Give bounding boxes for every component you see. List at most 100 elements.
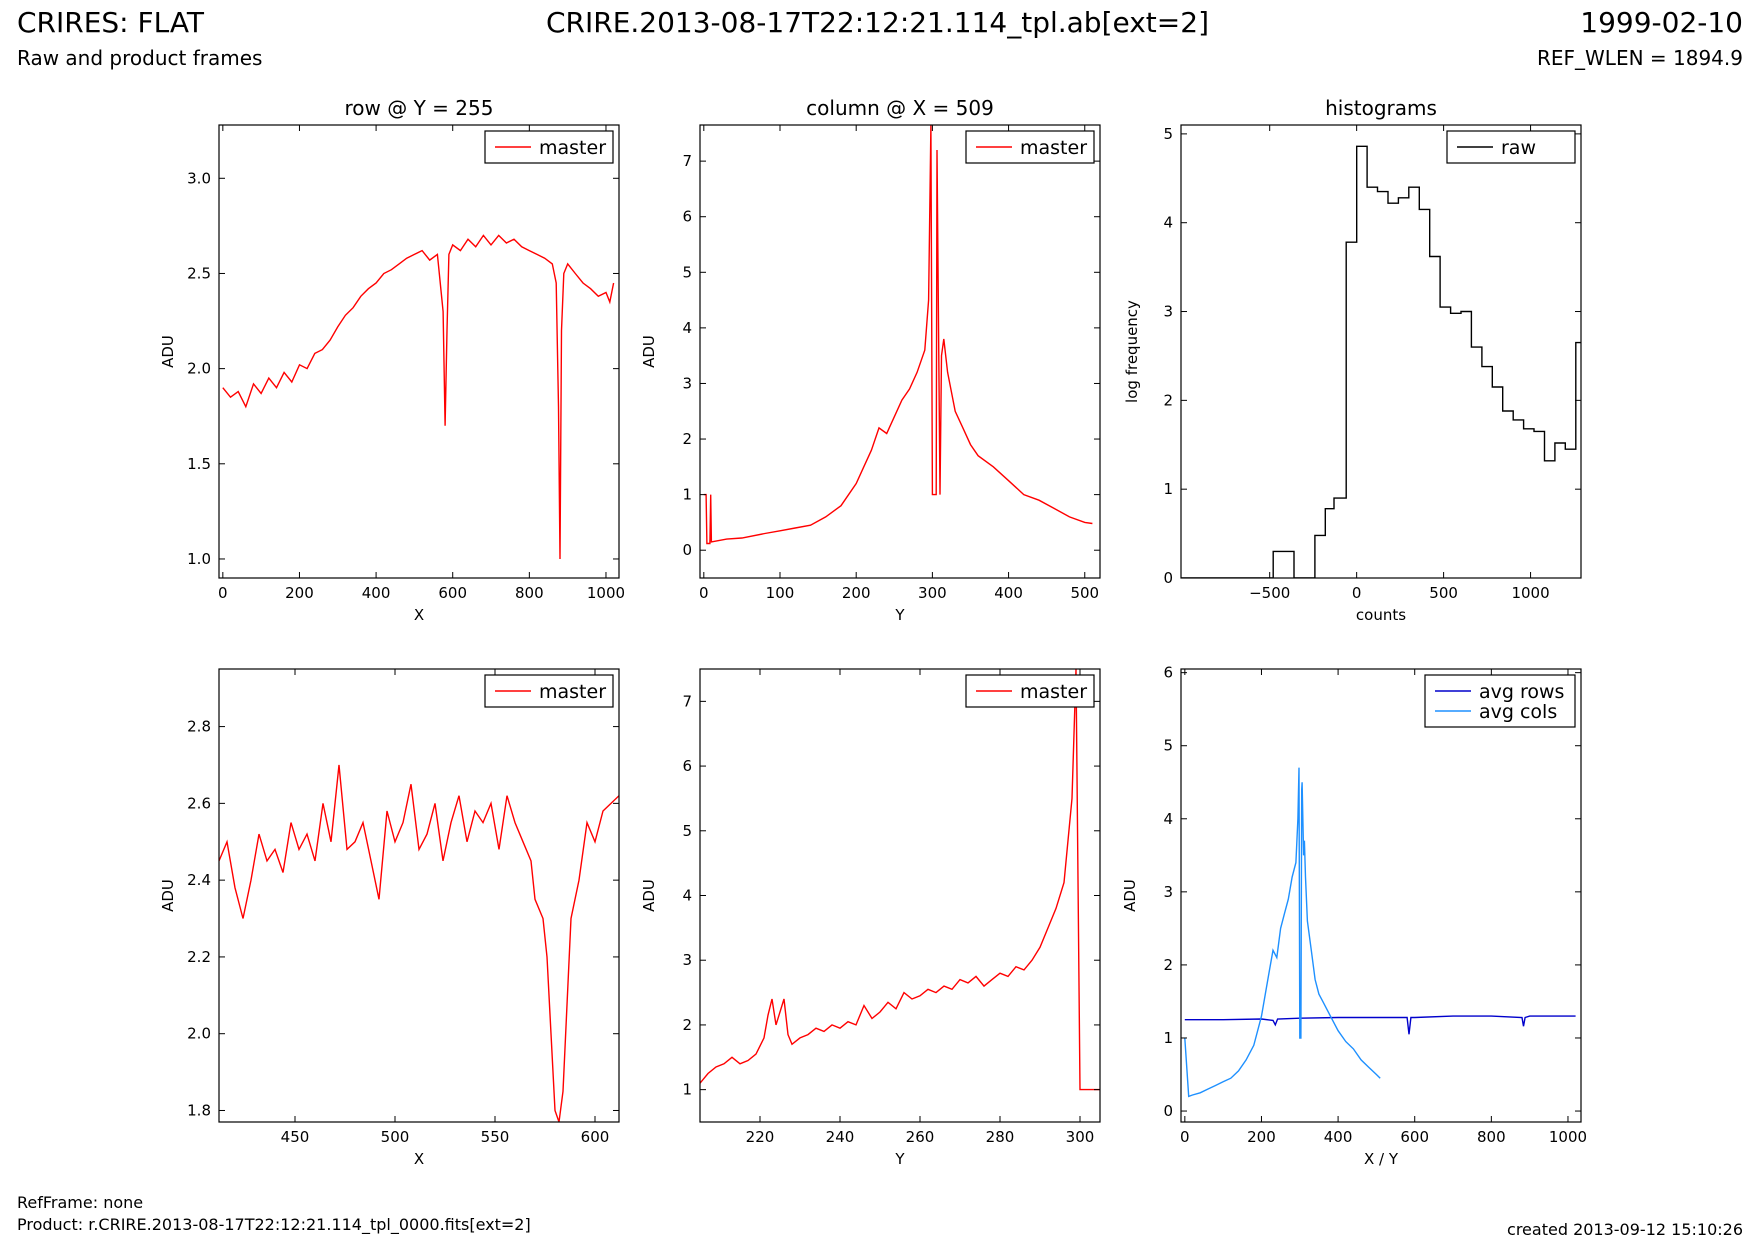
series-line-master — [703, 125, 1093, 545]
series-line-master — [700, 669, 1100, 1091]
y-tick-label: 2 — [1163, 956, 1173, 974]
y-tick-label: 2.6 — [187, 794, 211, 812]
x-axis-label: counts — [1356, 606, 1406, 624]
y-tick-label: 1 — [682, 486, 692, 504]
y-tick-label: 1 — [682, 1081, 692, 1099]
chart-title: histograms — [1325, 96, 1437, 120]
x-tick-label: 500 — [1429, 584, 1458, 602]
y-tick-label: 4 — [682, 319, 692, 337]
x-tick-label: −500 — [1249, 584, 1290, 602]
x-axis-label: X — [414, 606, 424, 624]
chart-panel-column: 0 100 200 300 400 500 0 1 2 3 4 5 6 7 column @ X = 509… — [640, 96, 1101, 624]
series-line-master — [222, 234, 615, 560]
page-title: CRIRES: FLAT — [17, 6, 204, 39]
series-line-avg-rows — [1184, 1015, 1576, 1035]
x-tick-label: 220 — [746, 1128, 775, 1146]
x-tick-label: 100 — [766, 584, 795, 602]
x-tick-label: 600 — [1400, 1128, 1429, 1146]
y-tick-label: 0 — [1163, 569, 1173, 587]
legend: master — [965, 130, 1095, 164]
y-tick-label: 4 — [1163, 810, 1173, 828]
legend-label: master — [1020, 137, 1087, 159]
x-tick-label: 200 — [1247, 1128, 1276, 1146]
plot-frame — [1180, 124, 1582, 579]
y-tick-label: 4 — [1163, 214, 1173, 232]
x-tick-label: 280 — [986, 1128, 1015, 1146]
x-tick-label: 240 — [826, 1128, 855, 1146]
x-tick-label: 0 — [1180, 1128, 1190, 1146]
y-axis-label: ADU — [159, 879, 177, 912]
x-tick-label: 200 — [285, 584, 314, 602]
chart-panel-row: 0 200 400 600 800 1000 1.0 1.5 2.0 2.5 3.0 row @ Y … — [159, 96, 625, 624]
x-tick-label: 200 — [842, 584, 871, 602]
y-tick-label: 2.0 — [187, 1025, 211, 1043]
x-tick-label: 300 — [1066, 1128, 1095, 1146]
y-tick-label: 2 — [682, 1016, 692, 1034]
y-tick-label: 1.8 — [187, 1101, 211, 1119]
x-tick-label: 260 — [906, 1128, 935, 1146]
y-tick-label: 4 — [682, 887, 692, 905]
series-line-avg-cols — [1184, 767, 1381, 1098]
y-tick-label: 2.8 — [187, 718, 211, 736]
y-tick-label: 2.2 — [187, 948, 211, 966]
x-tick-label: 400 — [362, 584, 391, 602]
y-tick-label: 1 — [1163, 480, 1173, 498]
y-tick-label: 1.5 — [187, 455, 211, 473]
plot-frame — [699, 124, 1101, 579]
chart-title: column @ X = 509 — [806, 96, 994, 120]
ref-frame-label: RefFrame: none — [17, 1193, 144, 1212]
y-tick-label: 5 — [1163, 125, 1173, 143]
y-tick-label: 2 — [1163, 391, 1173, 409]
y-tick-label: 0 — [682, 541, 692, 559]
y-tick-label: 1 — [1163, 1029, 1173, 1047]
x-tick-label: 1000 — [587, 584, 625, 602]
y-tick-label: 2.0 — [187, 360, 211, 378]
x-tick-label: 800 — [515, 584, 544, 602]
x-tick-label: 0 — [218, 584, 228, 602]
chart-panel-column-zoom: 220 240 260 280 300 1 2 3 4 5 6 7 Y ADU master — [640, 668, 1101, 1168]
product-label: Product: r.CRIRE.2013-08-17T22:12:21.114… — [17, 1215, 531, 1234]
y-tick-label: 5 — [682, 822, 692, 840]
y-tick-label: 5 — [1163, 737, 1173, 755]
y-tick-label: 3 — [682, 374, 692, 392]
plot-frame — [699, 668, 1101, 1123]
legend: master — [484, 130, 614, 164]
chart-panel-averages: 0 200 400 600 800 1000 0 1 2 3 4 5 6 X / Y ADU avg rows… — [1121, 664, 1587, 1168]
y-tick-label: 6 — [682, 208, 692, 226]
series-line-master — [219, 764, 619, 1122]
y-axis-label: ADU — [159, 335, 177, 368]
x-tick-label: 1000 — [1511, 584, 1549, 602]
legend: master — [484, 674, 614, 708]
ref-wlen-label: REF_WLEN = 1894.9 — [1536, 46, 1743, 70]
y-axis-label: ADU — [640, 335, 658, 368]
legend: master — [965, 674, 1095, 708]
x-axis-label: X / Y — [1364, 1150, 1399, 1168]
y-tick-label: 2 — [682, 430, 692, 448]
x-tick-label: 300 — [918, 584, 947, 602]
legend-label: avg rows — [1479, 681, 1564, 703]
x-tick-label: 500 — [1070, 584, 1099, 602]
y-tick-label: 7 — [682, 152, 692, 170]
y-tick-label: 3 — [1163, 303, 1173, 321]
x-tick-label: 500 — [381, 1128, 410, 1146]
y-tick-label: 3 — [1163, 883, 1173, 901]
x-tick-label: 0 — [1352, 584, 1362, 602]
y-tick-label: 2.5 — [187, 264, 211, 282]
x-axis-label: X — [414, 1150, 424, 1168]
chart-panel-row-zoom: 450 500 550 600 1.8 2.0 2.2 2.4 2.6 2.8 X ADU master — [159, 668, 620, 1168]
date-label: 1999-02-10 — [1580, 6, 1743, 39]
legend-label: master — [1020, 681, 1087, 703]
x-tick-label: 0 — [699, 584, 709, 602]
legend-label: raw — [1501, 137, 1536, 159]
y-tick-label: 7 — [682, 692, 692, 710]
legend-label: avg cols — [1479, 701, 1557, 723]
y-tick-label: 2.4 — [187, 871, 211, 889]
plot-frame — [218, 124, 620, 579]
plot-frame — [1180, 668, 1582, 1123]
plot-frame — [218, 668, 620, 1123]
x-tick-label: 450 — [281, 1128, 310, 1146]
page-subtitle: Raw and product frames — [17, 46, 263, 70]
chart-panel-histograms: −500 0 500 1000 0 1 2 3 4 5 histograms counts log fr… — [1123, 96, 1582, 624]
